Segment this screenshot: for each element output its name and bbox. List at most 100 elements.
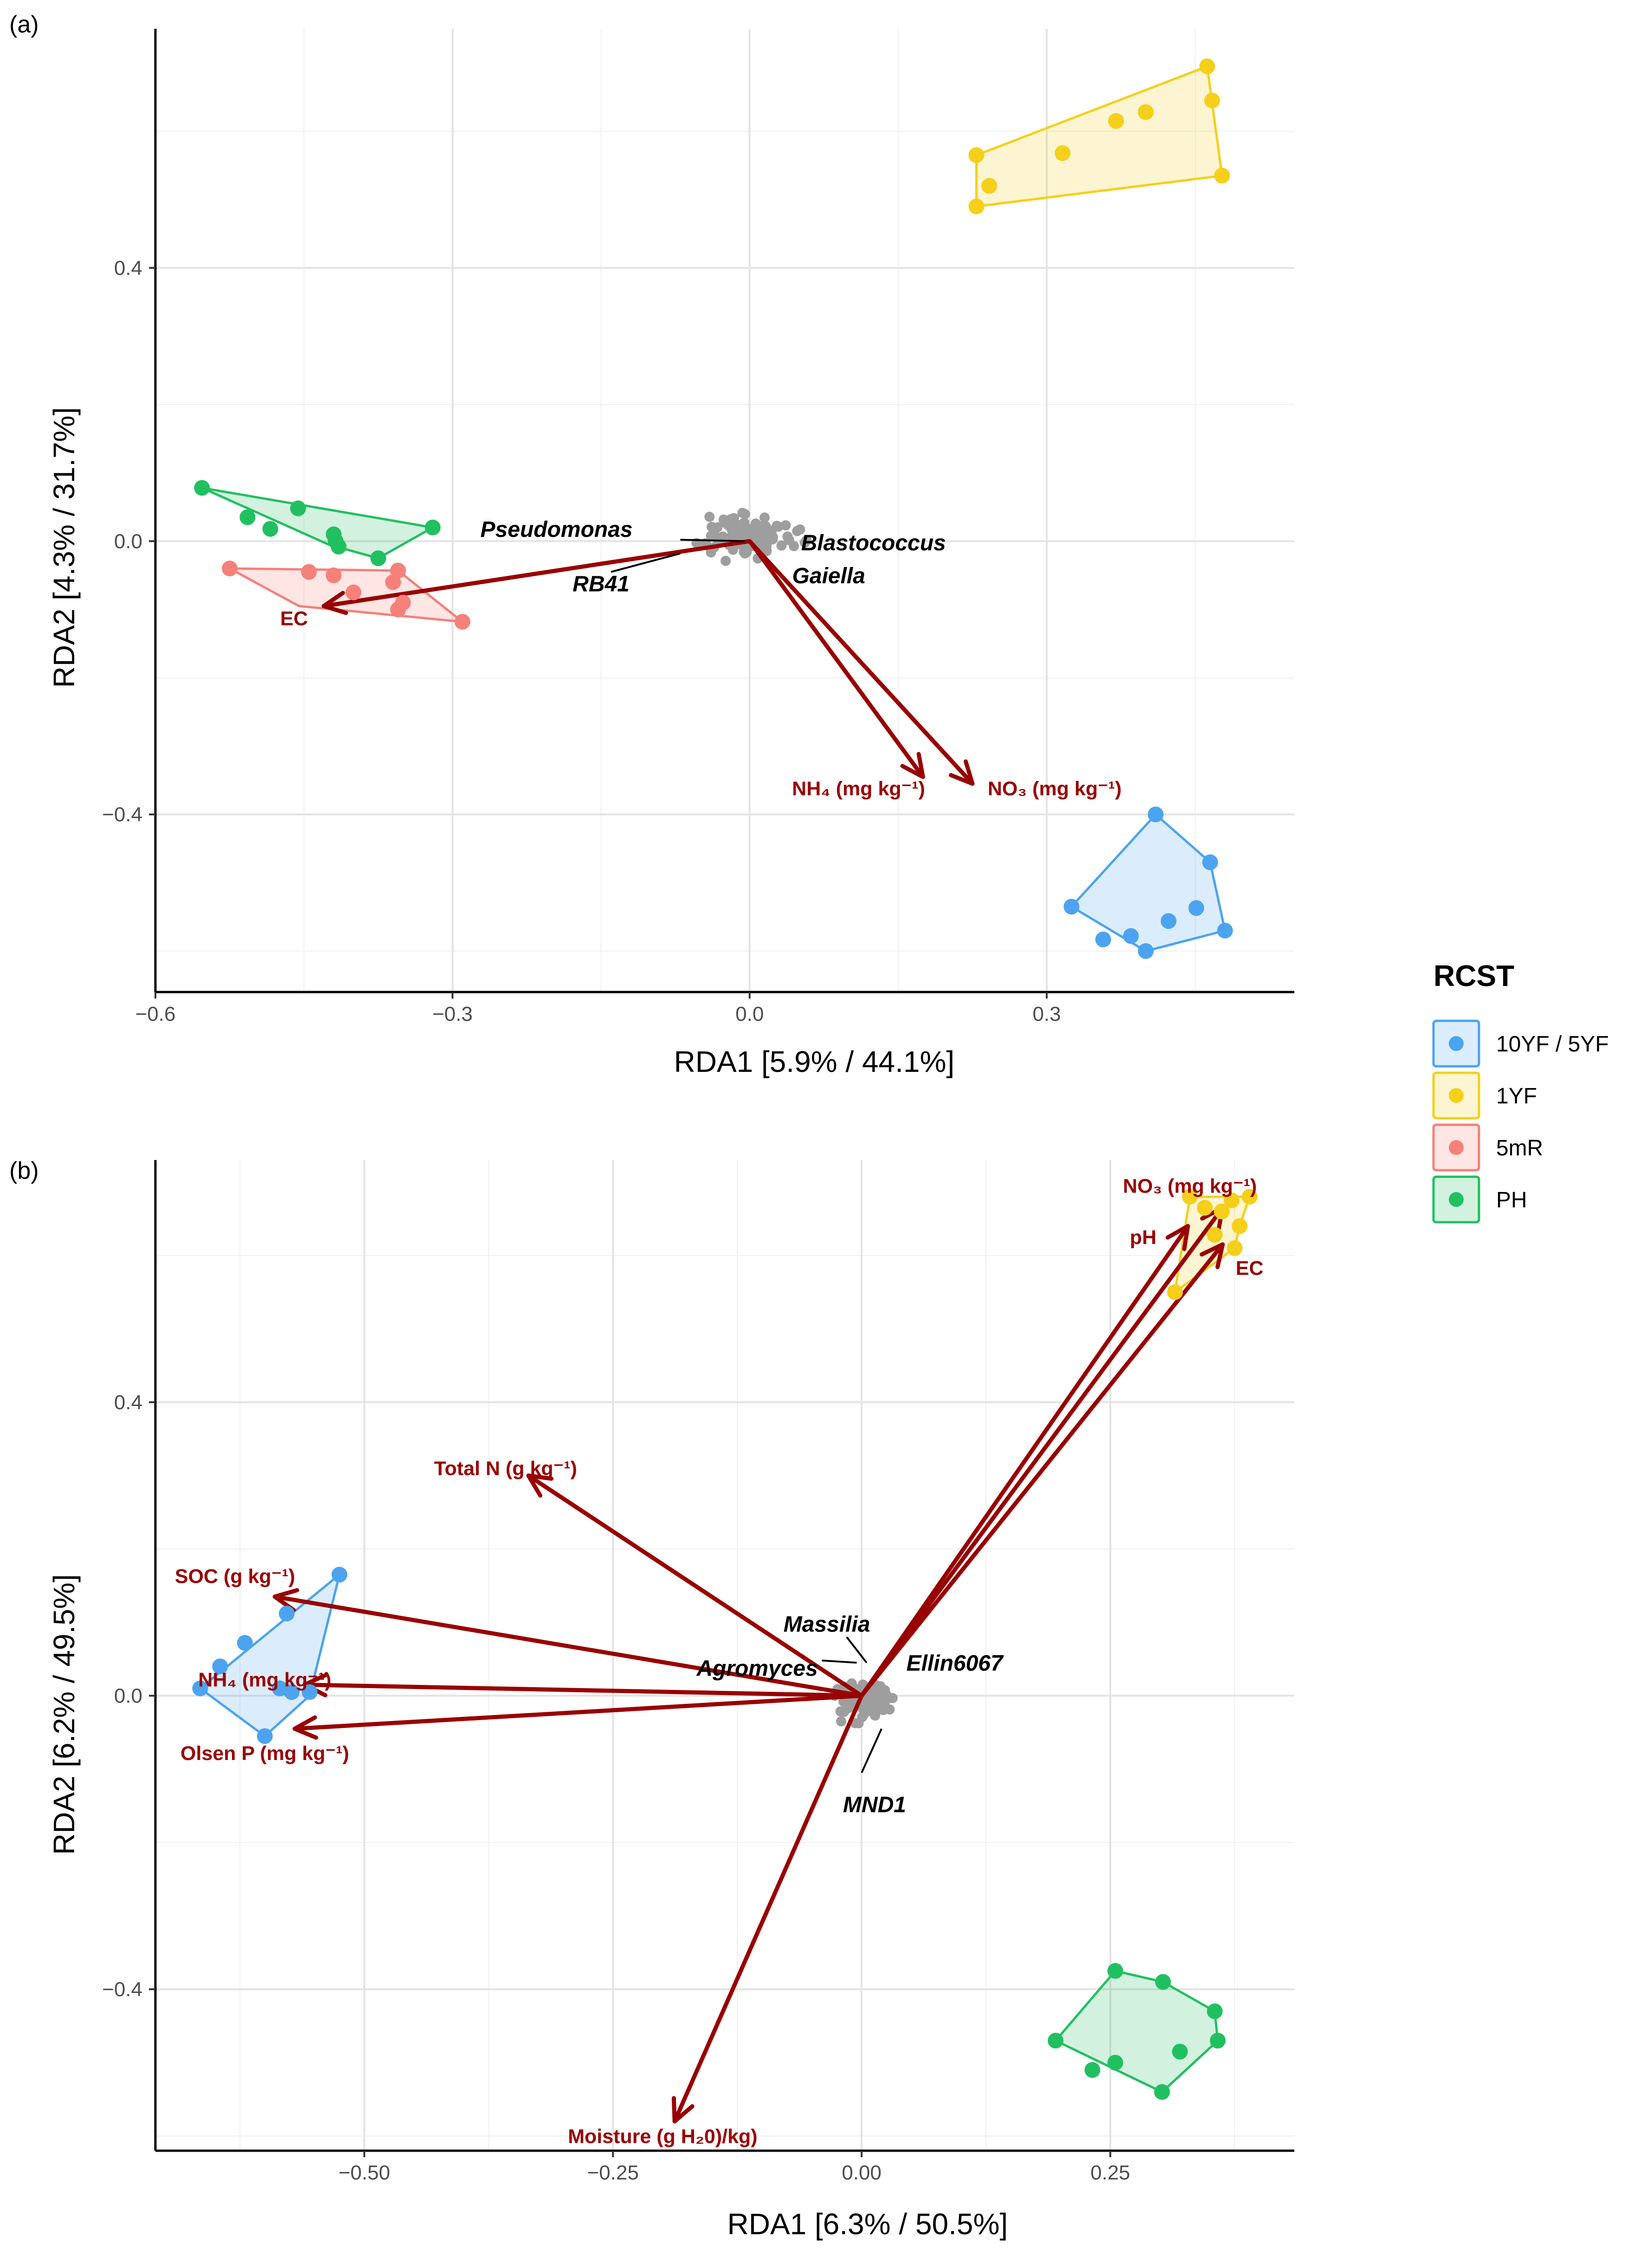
x-tick-label: −0.25 [587,2161,639,2184]
arrowhead-soc-g-kg [272,1588,299,1612]
panel-a-environment-arrows [321,539,975,786]
sample-point-5mr [222,561,238,577]
arrow-label-no-mg-kg: NO₃ (mg kg⁻¹) [1123,1175,1257,1197]
arrow-ph [859,1224,1190,1698]
species-point [836,1716,847,1727]
x-tick-label: 0.0 [735,1003,764,1025]
hull-1yf [1174,1195,1251,1294]
species-point [737,508,748,518]
species-point [706,531,716,542]
arrowhead-total-n-g-kg [526,1473,554,1498]
sample-point-1yf [981,178,997,194]
sample-point-ph [262,521,278,537]
y-tick-label: 0.0 [114,530,142,553]
sample-point-ph [1107,2055,1124,2071]
hull-1yf [975,65,1223,208]
panel-b-y-axis-title: RDA2 [6.2% / 49.5%] [47,1574,81,1855]
sample-point-1yf [1223,1192,1240,1208]
species-point [745,523,755,534]
legend-title: RCST [1433,959,1514,993]
x-tick-label: −0.3 [432,1003,473,1025]
panel-a-species-points [691,508,812,566]
panel-a-labels: EC NH₄ (mg kg⁻¹) NO₃ (mg kg⁻¹) Pseudomonas R… [280,517,1122,800]
sample-point-5mr [326,567,342,583]
panel-a-y-axis-title: RDA2 [4.3% / 31.7%] [47,407,81,688]
sample-point-1yf [1204,92,1220,109]
sample-point-1yf [1214,168,1230,184]
sample-point-10yf-5yf [237,1635,253,1651]
x-tick-label: 0.00 [842,2161,881,2184]
sample-point-1yf [1241,1189,1258,1205]
sample-point-1yf [968,198,984,214]
x-tick-label: −0.50 [339,2161,390,2184]
sample-point-ph [1172,2044,1188,2060]
arrowhead-moisture-g-h-0-kg [671,2096,694,2124]
hull-ph [200,486,434,560]
sample-point-5mr [395,594,411,611]
arrowhead-ec [321,591,348,615]
sample-point-1yf [1199,58,1215,74]
arrow-moisture-g-h-0-kg [672,1693,864,2124]
species-point [880,1702,891,1713]
legend-key-ph-dot [1449,1192,1464,1207]
arrow-no-mg-kg [747,539,975,786]
panel-a: (a) −0.6 −0.3 0.0 0.3 −0.4 0.0 0.4 EC NH₄ (mg k… [9,11,1294,1078]
arrow-label-soc-g-kg: SOC (g kg⁻¹) [175,1566,295,1588]
taxon-label-rb41: RB41 [572,572,630,597]
sample-point-1yf [968,147,984,163]
sample-point-1yf [1227,1240,1243,1256]
taxon-label-massilia: Massilia [784,1612,870,1637]
x-tick-label: −0.6 [135,1003,176,1025]
legend-label-ph: PH [1496,1188,1527,1212]
taxon-label-mnd1: MND1 [843,1793,906,1818]
species-point [727,531,738,542]
panel-a-group-hulls [200,65,1227,953]
species-point [704,511,715,522]
y-tick-label: −0.4 [102,803,142,826]
leader-line-rb41 [611,552,681,573]
legend: RCST 10YF / 5YF 1YF 5mR PH [1432,959,1609,1224]
arrow-label-nh-mg-kg: NH₄ (mg kg⁻¹) [198,1669,331,1691]
species-point [759,512,770,523]
sample-point-5mr [345,584,361,600]
panel-b-sample-points [192,1189,1258,2100]
sample-point-10yf-5yf [1160,913,1176,929]
arrow-label-nh-mg-kg: NH₄ (mg kg⁻¹) [792,778,925,800]
sample-point-5mr [301,564,317,580]
arrow-olsen-p-mg-kg [292,1693,864,1731]
arrowhead-nh-mg-kg [302,1673,328,1697]
arrow-label-ph: pH [1130,1226,1156,1249]
legend-entry: 5mR [1432,1123,1543,1172]
leader-line-massilia [846,1636,868,1663]
species-point [776,540,787,551]
sample-point-ph [424,519,441,535]
hull-10yf-5yf [1070,813,1227,953]
panel-b-label: (b) [9,1157,39,1184]
leader-line-mnd1 [861,1728,883,1773]
species-point [873,1696,883,1707]
sample-point-10yf-5yf [279,1605,295,1622]
sample-point-10yf-5yf [1123,928,1139,944]
sample-point-ph [1084,2062,1100,2078]
species-point [765,535,775,545]
arrow-ec [321,539,752,608]
panel-a-sample-points [194,58,1233,959]
leader-line-agromyces [822,1659,857,1664]
arrow-label-ec: EC [1236,1257,1264,1279]
sample-point-10yf-5yf [1138,943,1154,959]
legend-key-5mr-dot [1449,1140,1464,1155]
legend-entry: PH [1432,1175,1527,1224]
sample-point-ph [1107,1963,1124,1979]
sample-point-1yf [1207,1227,1223,1243]
legend-label-10yf-5yf: 10YF / 5YF [1496,1032,1609,1057]
sample-point-10yf-5yf [212,1658,228,1675]
species-point [771,521,782,531]
arrow-nh-mg-kg [302,1683,864,1698]
species-point [780,520,791,531]
taxon-label-blastococcus: Blastococcus [801,531,946,555]
sample-point-ph [194,480,210,496]
legend-key-1yf-dot [1449,1088,1464,1103]
panel-b-labels: NO₃ (mg kg⁻¹) pH EC Total N (g kg⁻¹) SOC (g … [175,1175,1263,2147]
sample-point-5mr [454,613,470,630]
sample-point-ph [1207,2003,1223,2019]
